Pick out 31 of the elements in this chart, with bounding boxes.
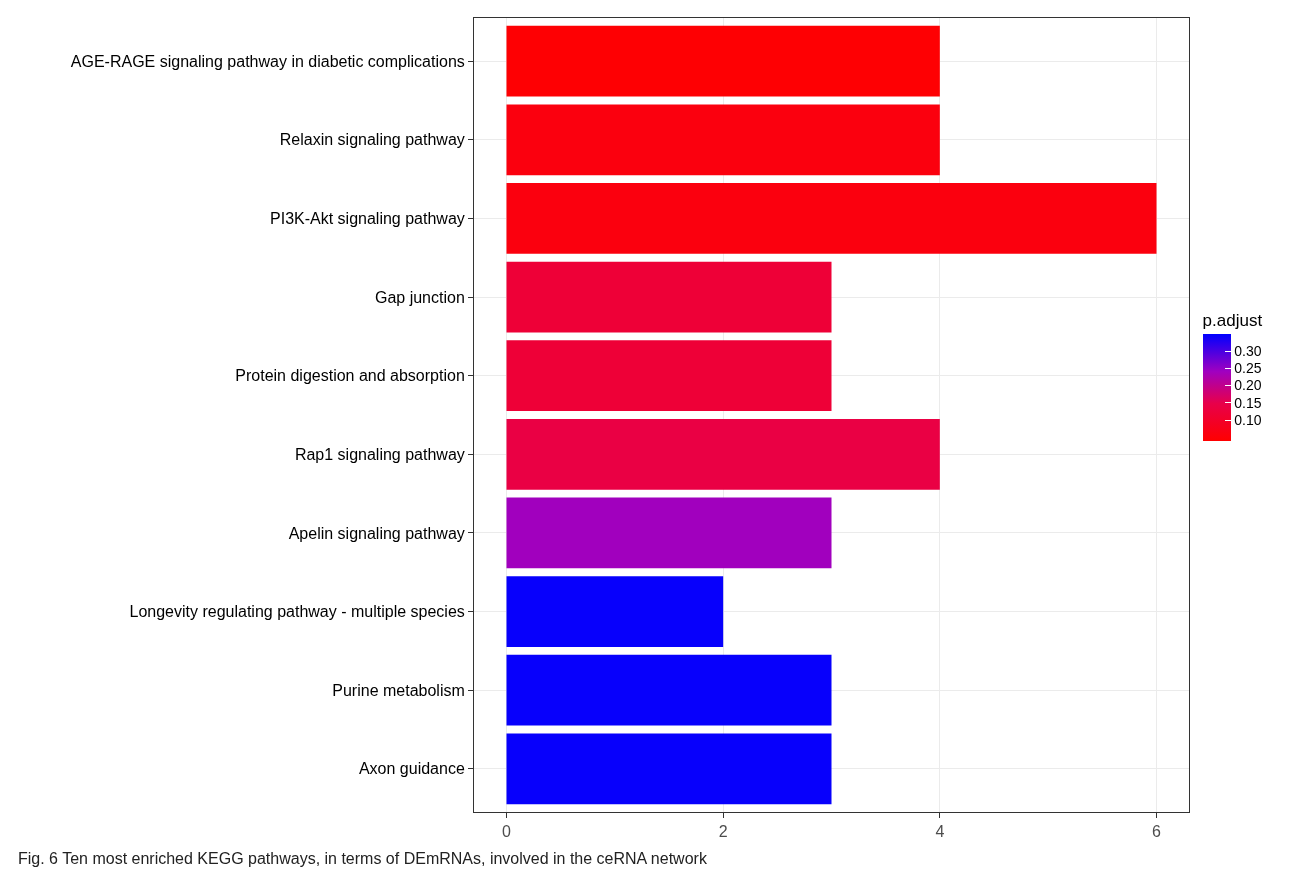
y-tick-label: Relaxin signaling pathway bbox=[279, 131, 465, 149]
x-tick-label: 6 bbox=[1152, 823, 1162, 841]
color-bar-label: 0.15 bbox=[1234, 394, 1262, 411]
y-tick-label: PI3K-Akt signaling pathway bbox=[270, 210, 465, 228]
y-tick-label: Purine metabolism bbox=[332, 681, 465, 699]
bar bbox=[506, 654, 832, 726]
x-tick-label: 4 bbox=[935, 823, 945, 841]
bar bbox=[506, 418, 940, 490]
x-tick-label: 0 bbox=[502, 823, 512, 841]
color-bar-label: 0.10 bbox=[1234, 411, 1262, 428]
y-tick-label: Gap junction bbox=[374, 288, 465, 306]
y-tick-label: Longevity regulating pathway - multiple species bbox=[129, 603, 465, 621]
bar bbox=[506, 183, 1157, 254]
y-tick-label: Apelin signaling pathway bbox=[288, 524, 465, 542]
x-tick-label: 2 bbox=[718, 823, 728, 841]
bar bbox=[506, 733, 832, 805]
color-bar-label: 0.30 bbox=[1234, 342, 1262, 359]
y-tick-label: Protein digestion and absorption bbox=[235, 367, 465, 385]
color-bar-title: p.adjust bbox=[1202, 310, 1263, 330]
y-tick-label: Axon guidance bbox=[358, 760, 465, 778]
bar bbox=[506, 104, 940, 176]
color-bar-label: 0.25 bbox=[1234, 360, 1262, 377]
bar bbox=[506, 340, 832, 412]
y-tick-label: Rap1 signaling pathway bbox=[294, 445, 465, 463]
color-bar-label: 0.20 bbox=[1234, 377, 1262, 394]
bar bbox=[506, 261, 832, 333]
bar bbox=[506, 576, 724, 647]
caption: Fig. 6 Ten most enriched KEGG pathways, in terms of DEmRNAs, involved in the ceRNA network bbox=[18, 850, 708, 867]
y-tick-label: AGE-RAGE signaling pathway in diabetic complications bbox=[70, 52, 465, 70]
bar bbox=[506, 25, 940, 97]
bar bbox=[506, 497, 832, 569]
